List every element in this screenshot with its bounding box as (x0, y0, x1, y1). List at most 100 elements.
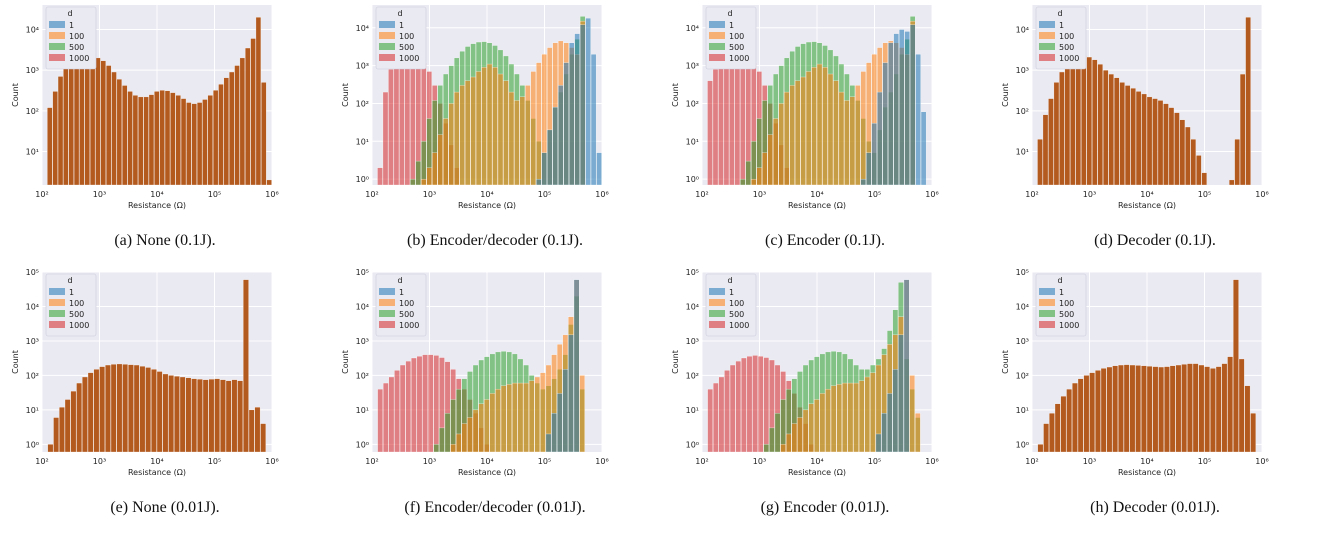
chart-panel-d: 10² 10³ 10⁴ 10⁵ 10⁶ 10¹ 10² 10³ 10⁴ Resistance (Ω… (990, 0, 1320, 267)
x-tick-label: 10⁴ (810, 190, 823, 199)
histogram-bar (202, 379, 209, 453)
legend-swatch (49, 299, 65, 306)
series-1 (47, 279, 266, 453)
y-tick-label: 10⁵ (26, 268, 39, 277)
histogram-bar (1054, 403, 1061, 453)
legend-label: 1000 (69, 321, 89, 330)
histogram-bar (411, 357, 417, 453)
histogram-bar (388, 69, 394, 186)
histogram-bar (1227, 356, 1233, 453)
figure-caption: (e) None (0.01J). (110, 499, 220, 516)
histogram-bar (886, 393, 893, 453)
histogram-bar (1196, 155, 1202, 186)
y-tick-label: 10⁴ (26, 25, 39, 34)
histogram-bar (393, 58, 400, 186)
y-axis-label: Count (11, 83, 20, 107)
histogram-bar (1064, 64, 1071, 186)
histogram-bar (893, 33, 899, 186)
x-tick-label: 10² (695, 190, 708, 199)
x-tick-label: 10² (35, 457, 48, 466)
x-tick-label: 10³ (423, 457, 436, 466)
histogram-bar (811, 67, 817, 186)
histogram-bar (1233, 279, 1239, 453)
x-tick-label: 10³ (753, 457, 766, 466)
legend-label: 100 (1059, 32, 1074, 41)
legend-swatch (709, 21, 725, 28)
figure-caption: (a) None (0.1J). (114, 232, 216, 249)
histogram-bar (1042, 114, 1049, 186)
y-tick-label: 10⁵ (1016, 268, 1029, 277)
histogram-bar (1081, 55, 1087, 186)
legend-swatch (49, 32, 65, 39)
legend-swatch (1039, 21, 1055, 28)
legend-title: d (1057, 276, 1062, 285)
histogram-bar (47, 444, 54, 453)
histogram-bar (877, 91, 883, 186)
legend-swatch (709, 310, 725, 317)
y-axis-label: Count (1001, 83, 1010, 107)
x-axis-label: Resistance (Ω) (788, 468, 846, 477)
legend-label: 1 (399, 288, 404, 297)
histogram-bar (558, 85, 564, 186)
series-1 (875, 279, 910, 453)
y-tick-label: 10⁴ (686, 24, 699, 33)
x-tick-label: 10⁴ (150, 190, 163, 199)
histogram-bar (741, 357, 747, 453)
x-axis-label: Resistance (Ω) (1118, 468, 1176, 477)
histogram-bar (427, 354, 434, 453)
histogram-bar (68, 61, 74, 186)
histogram-bar (464, 80, 471, 186)
legend-swatch (379, 288, 395, 295)
histogram-bar (1164, 366, 1170, 453)
legend-swatch (49, 310, 65, 317)
histogram-bar (1092, 59, 1098, 186)
histogram-bar (540, 372, 546, 453)
histogram-bar (87, 372, 94, 453)
histogram-bar (1095, 370, 1101, 453)
histogram-bar (1234, 139, 1240, 186)
y-tick-label: 10¹ (26, 406, 39, 415)
legend-swatch (709, 54, 725, 61)
y-tick-label: 10⁴ (26, 302, 39, 311)
legend-swatch (1039, 299, 1055, 306)
figure-caption: (f) Encoder/decoder (0.01J). (404, 499, 586, 516)
legend: d 1 100 500 1000 (705, 273, 757, 337)
histogram-bar (871, 123, 877, 186)
histogram-bar (814, 399, 820, 453)
histogram-bar (1157, 100, 1164, 186)
x-tick-label: 10⁴ (1140, 457, 1153, 466)
legend-swatch (49, 321, 65, 328)
histogram-bar (1152, 366, 1159, 453)
histogram-bar (756, 167, 762, 186)
x-tick-label: 10² (35, 190, 48, 199)
histogram-bar (82, 376, 88, 453)
histogram-bar (180, 98, 187, 186)
histogram-bar (229, 71, 235, 186)
histogram-bar (1146, 366, 1153, 453)
histogram-bar (757, 356, 764, 453)
histogram-bar (506, 384, 512, 453)
histogram-bar (1190, 139, 1197, 186)
histogram-bar (151, 369, 157, 453)
legend-label: 500 (69, 43, 84, 52)
histogram-bar (707, 80, 713, 186)
histogram-bar (769, 427, 775, 453)
y-axis-label: Count (341, 350, 350, 374)
chart-panel-e: 10² 10³ 10⁴ 10⁵ 10⁶ 10⁰ 10¹ 10² 10³ 10⁴ 10⁵ Resista… (0, 267, 330, 534)
legend-label: 500 (729, 310, 744, 319)
histogram-bar (752, 355, 758, 453)
histogram-bar (138, 96, 144, 186)
histogram-bar (568, 42, 575, 186)
series-1 (1037, 17, 1251, 186)
histogram-bar (116, 79, 122, 186)
histogram-bar (1146, 96, 1153, 186)
y-tick-label: 10⁴ (686, 302, 699, 311)
x-axis-label: Resistance (Ω) (128, 468, 186, 477)
y-tick-label: 10² (1016, 371, 1029, 380)
y-tick-label: 10⁴ (1016, 25, 1029, 34)
legend-title: d (67, 276, 72, 285)
histogram-bar (139, 366, 146, 453)
histogram-bar (394, 370, 400, 453)
x-tick-label: 10⁶ (1255, 457, 1268, 466)
histogram-bar (718, 59, 724, 186)
